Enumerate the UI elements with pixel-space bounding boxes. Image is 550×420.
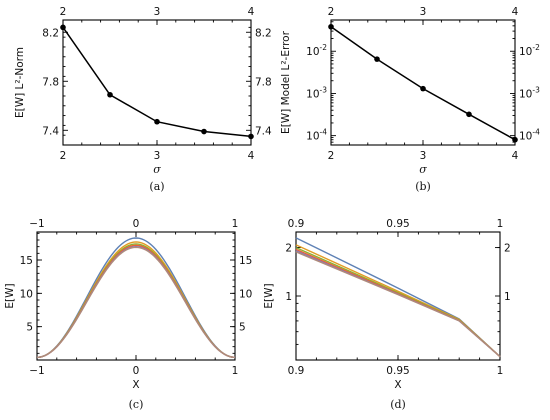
x-tick-label-top: 4 [512,6,519,18]
data-point [201,128,207,135]
y-tick-label-right: 1 [504,291,511,303]
y-tick-label: 7.8 [42,76,59,88]
x-tick-label: 1 [497,365,504,377]
series-line-1 [36,237,236,359]
y-tick-label-right: 7.8 [255,76,272,88]
series-line-4 [36,244,236,359]
data-point [60,24,66,31]
y-axis-label: E[W] [4,283,16,308]
x-tick-label-top: 3 [420,6,427,18]
x-tick-label-top: 1 [232,218,239,230]
x-axis-label: σ [153,163,161,176]
y-tick-label: 10-3 [306,85,327,100]
y-tick-label-right: 10-2 [519,43,540,58]
x-tick-label-top: 2 [60,6,67,18]
panel-caption: (c) [129,398,144,411]
series-line-1 [295,237,501,358]
x-axis-label: X [132,379,139,391]
series-line-6 [36,246,236,359]
x-tick-label-top: −1 [29,218,44,230]
series-line-5 [295,250,501,358]
data-point [374,56,380,62]
x-tick-label: 2 [328,150,335,162]
x-tick-label: 0.95 [386,365,409,377]
y-axis-label: E[W] Model L²-Error [280,30,292,134]
y-tick-label-right: 15 [239,255,252,267]
y-tick-label: 5 [26,322,33,334]
y-tick-label: 2 [285,243,292,255]
y-tick-label-right: 10 [239,288,252,300]
y-tick-label-right: 5 [239,322,246,334]
x-tick-label-top: 4 [248,6,255,18]
y-tick-label-right: 8.2 [255,27,272,39]
x-tick-label-top: 3 [154,6,161,18]
chart-a: 2 2 3 3 4 4 7.4 7.4 7.8 7.8 8.2 8.2 σ E[W] L²-Norm (a) [14,6,272,193]
data-point [328,23,334,30]
x-tick-label: 4 [248,150,255,162]
x-tick-label: 0.9 [288,365,305,377]
data-point [107,91,113,98]
y-tick-label: 15 [20,255,33,267]
y-axis-label: E[W] L²-Norm [14,47,26,118]
x-axis-label: X [394,379,401,391]
x-tick-label: 1 [232,365,239,377]
x-tick-label-top: 0.95 [386,218,409,230]
x-tick-label: 0 [133,365,140,377]
y-tick-label: 10-4 [306,128,327,143]
series-line-6 [295,251,501,358]
plot-frame [62,19,252,146]
chart-d: 0.9 0.9 0.95 0.95 1 1 1 1 2 2 X E[W] (d) [263,218,511,411]
series-line-5 [36,245,236,359]
data-point [466,111,472,118]
y-tick-label-right: 10-4 [519,128,540,143]
x-tick-label: −1 [29,365,44,377]
y-tick-label: 8.2 [42,27,59,39]
y-tick-label-right: 2 [504,243,511,255]
y-tick-label: 7.4 [42,125,59,137]
y-tick-label: 10-2 [306,43,327,58]
x-axis-label: σ [419,163,427,176]
x-tick-label: 2 [60,150,67,162]
panel-caption: (d) [390,398,406,411]
y-axis-label: E[W] [263,283,275,308]
plot-frame [330,19,516,146]
series-line-2 [36,241,236,359]
data-point [420,85,426,92]
x-tick-label-top: 0 [133,218,140,230]
data-point [248,133,254,140]
panel-caption: (a) [149,180,164,193]
series-line-1 [330,26,516,141]
data-point [512,136,518,143]
x-tick-label: 4 [512,150,519,162]
y-tick-label-right: 10-3 [519,85,540,100]
plot-frame [36,231,236,361]
plot-frame [295,231,501,361]
y-tick-label: 1 [285,291,292,303]
y-tick-label-right: 7.4 [255,125,272,137]
x-tick-label-top: 1 [497,218,504,230]
panel-caption: (b) [415,180,431,193]
x-tick-label-top: 2 [328,6,335,18]
x-tick-label: 3 [154,150,161,162]
data-point [154,118,160,125]
y-tick-label: 10 [20,288,33,300]
series-line-3 [36,243,236,359]
x-tick-label: 3 [420,150,427,162]
x-tick-label-top: 0.9 [288,218,305,230]
